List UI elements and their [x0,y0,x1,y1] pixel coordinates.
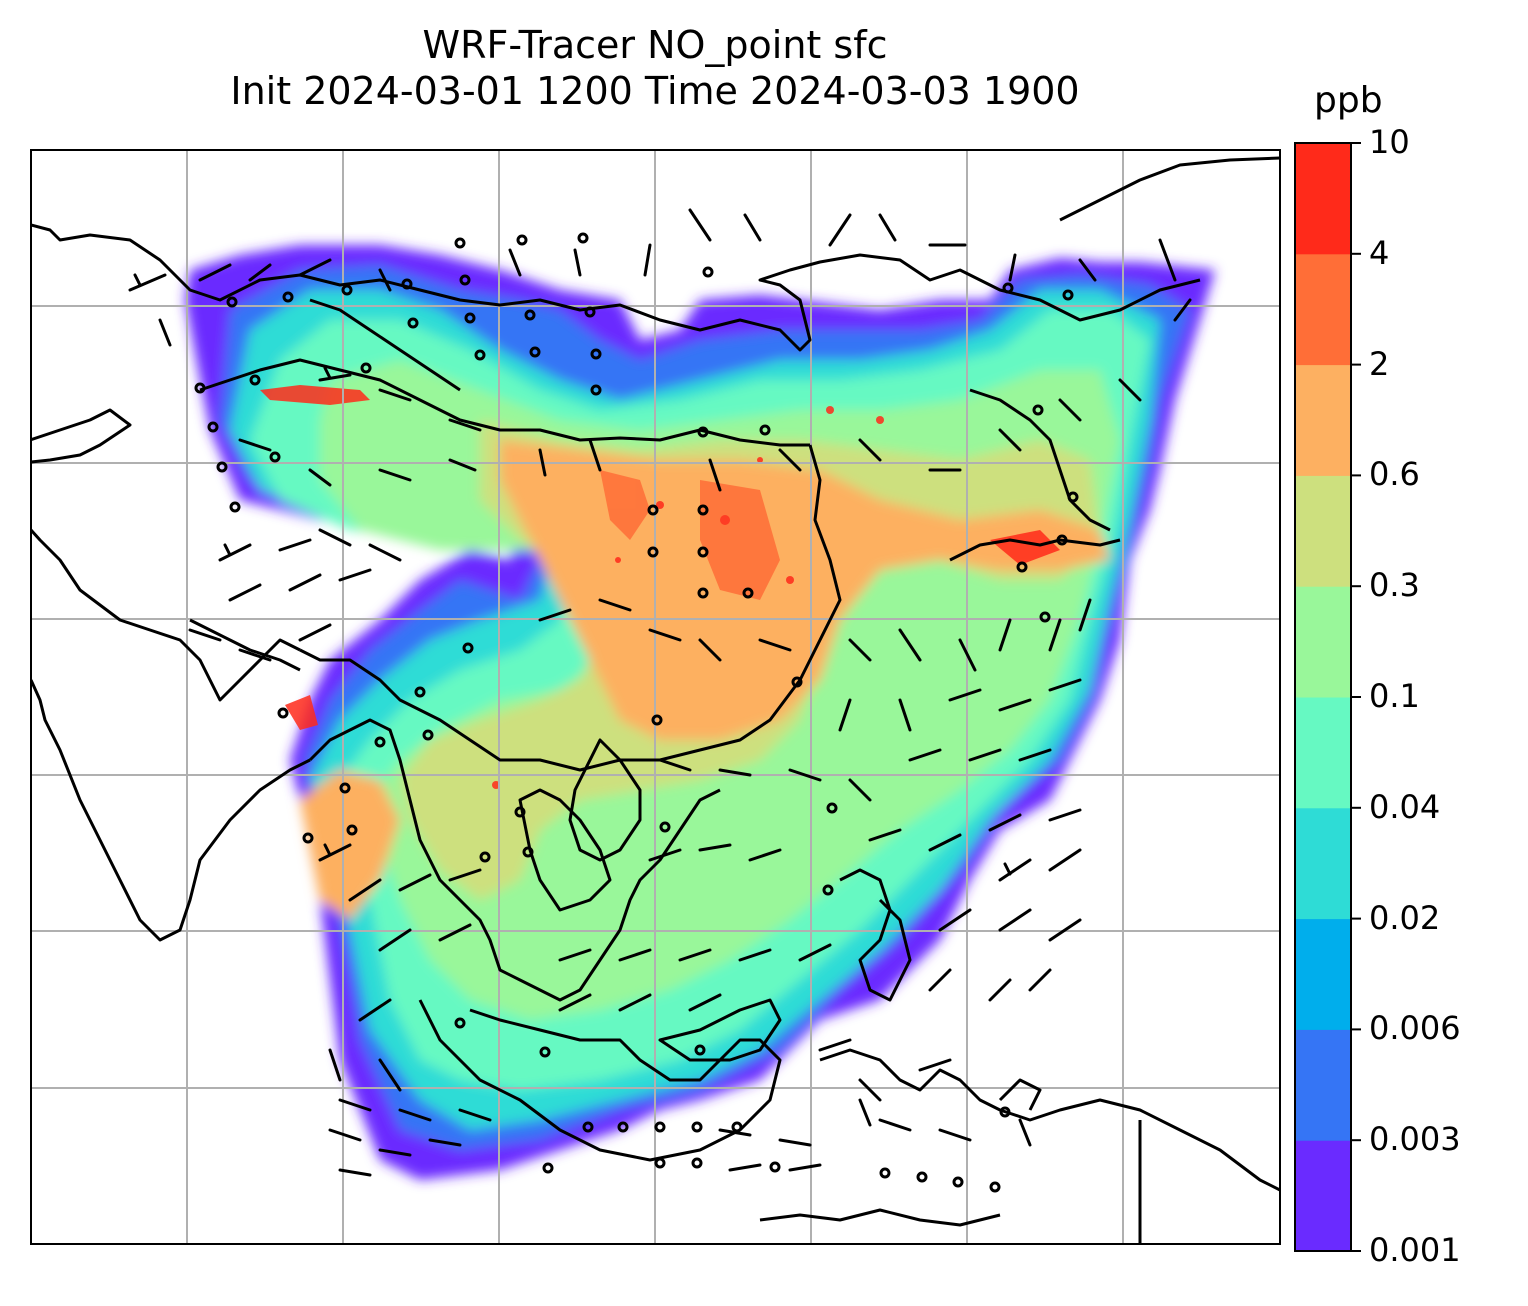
colorbar-tick-label: 0.02 [1369,902,1440,934]
colorbar-tick-label: 2 [1369,348,1389,380]
colorbar-tick-label: 0.04 [1369,791,1440,823]
colorbar-unit-label: ppb [1314,80,1383,121]
map-panel [0,0,1528,1306]
colorbar-tick-label: 0.003 [1369,1123,1461,1155]
colorbar-tick-label: 0.006 [1369,1012,1461,1044]
colorbar-tick-label: 0.6 [1369,458,1420,490]
colorbar-tick-label: 0.3 [1369,569,1420,601]
concentration-field [185,245,1215,1180]
colorbar-tick-label: 0.1 [1369,680,1420,712]
colorbar-tick-label: 4 [1369,237,1389,269]
colorbar-tick-label: 0.001 [1369,1234,1461,1266]
colorbar-tick-label: 10 [1369,126,1410,158]
